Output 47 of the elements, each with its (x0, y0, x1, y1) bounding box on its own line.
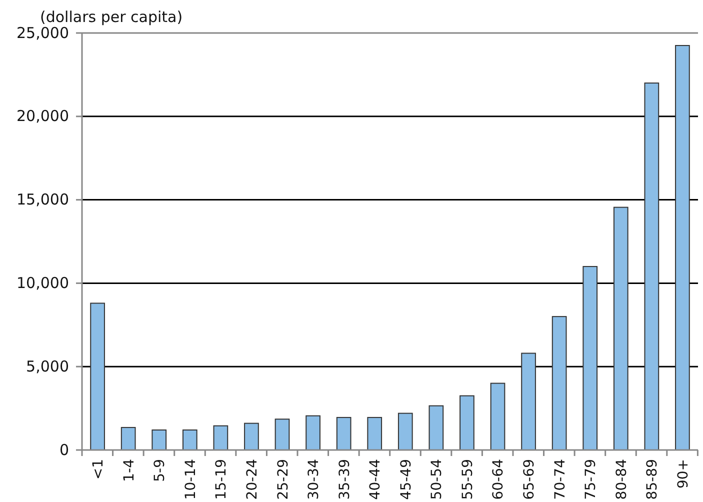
x-tick-label: 60-64 (490, 458, 507, 500)
x-tick-label: 35-39 (336, 459, 353, 500)
bar (152, 429, 167, 450)
y-tick-label: 0 (59, 440, 69, 459)
bar (213, 425, 228, 450)
bar (582, 266, 598, 450)
bar (398, 412, 413, 450)
bar (120, 426, 136, 450)
x-tick-label: 85-89 (644, 459, 661, 500)
x-tick-label: 50-54 (429, 458, 446, 500)
x-tick-label: <1 (90, 459, 107, 480)
x-tick-label: 10-14 (182, 458, 199, 500)
bar (306, 415, 320, 450)
bar (336, 416, 352, 450)
x-tick-label: 45-49 (398, 459, 414, 500)
bar (274, 418, 290, 450)
x-tick-label: 90+ (675, 459, 692, 489)
x-tick-label: 40-44 (368, 458, 384, 500)
y-tick-label: 20,000 (16, 107, 69, 126)
x-tick-label: 80-84 (614, 458, 630, 500)
bar (490, 382, 506, 450)
bar (367, 416, 382, 450)
x-tick-label: 1-4 (121, 458, 138, 482)
bar (613, 206, 628, 450)
y-tick-label: 5,000 (26, 357, 69, 376)
x-tick-label: 15-19 (214, 459, 230, 500)
x-tick-label: 70-74 (552, 458, 568, 500)
bar (90, 302, 105, 450)
y-tick-label: 10,000 (16, 274, 69, 292)
x-tick-label: 65-69 (522, 459, 538, 500)
bar (644, 82, 660, 450)
x-tick-label: 25-29 (275, 459, 292, 500)
y-tick-label: 15,000 (16, 190, 69, 209)
bar (182, 429, 198, 450)
bar (521, 352, 536, 450)
y-axis-title: (dollars per capita) (40, 8, 183, 26)
y-tick-label: 25,000 (16, 24, 69, 42)
bar (552, 316, 567, 450)
x-tick-label: 55-59 (460, 459, 476, 500)
x-tick-label: 20-24 (244, 458, 260, 500)
bar (428, 405, 444, 450)
bar (244, 422, 259, 450)
bar (675, 45, 690, 450)
x-tick-label: 30-34 (306, 458, 322, 500)
bar (460, 395, 474, 450)
x-tick-label: 75-79 (583, 459, 600, 500)
x-tick-label: 5-9 (152, 459, 168, 482)
